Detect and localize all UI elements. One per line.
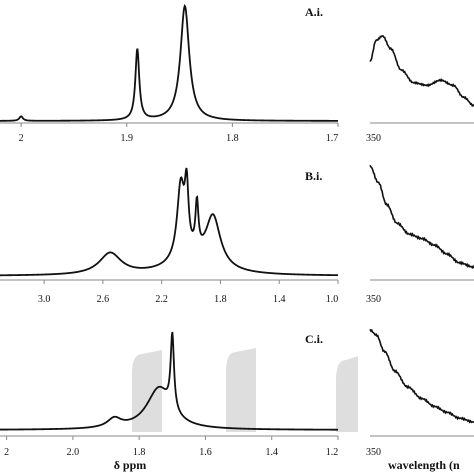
panel-a-uv: 350 <box>366 35 474 144</box>
uv-spectrum-line <box>369 164 474 270</box>
uv-x-start-label: 350 <box>366 133 381 144</box>
panel-c-uv: wavelength (n 350 <box>366 328 474 472</box>
uv-x-start-label: 350 <box>366 294 381 305</box>
panel-a-label: A.i. <box>305 5 323 19</box>
x-tick-label: 1.4 <box>265 447 278 458</box>
x-tick-label: 1.4 <box>273 294 286 305</box>
x-tick-label: 1.2 <box>326 447 339 458</box>
panel-b-label: B.i. <box>305 169 322 183</box>
x-tick-label: 1.0 <box>326 294 339 305</box>
spectrum-line <box>0 3 338 122</box>
x-tick-label: 3.0 <box>38 294 51 305</box>
x-tick-label: 2 <box>4 447 9 458</box>
wavelength-axis-title: wavelength (n <box>388 458 460 472</box>
x-tick-label: 1.6 <box>199 447 212 458</box>
uv-spectrum-line <box>369 328 474 424</box>
x-tick-label: 1.8 <box>214 294 227 305</box>
shaded-band-2 <box>226 348 256 432</box>
panel-c-nmr: C.i. δ ppm 2 2.0 1.8 1.6 1.4 1.2 <box>0 331 339 472</box>
x-tick-label: 1.8 <box>133 447 146 458</box>
panel-b-nmr: B.i. 3.0 2.6 2.2 1.8 1.4 1.0 <box>0 167 339 305</box>
ppm-axis-title: δ ppm <box>114 458 147 472</box>
x-tick-label: 2.6 <box>97 294 110 305</box>
x-tick-label: 2.0 <box>67 447 80 458</box>
x-tick-label: 1.9 <box>121 133 134 144</box>
x-tick-label: 2.2 <box>155 294 168 305</box>
panel-a-nmr: A.i. 2 1.9 1.8 1.7 <box>0 3 339 144</box>
panel-c-label: C.i. <box>305 332 323 346</box>
shaded-band-3 <box>336 356 358 432</box>
spectrum-line <box>0 167 338 277</box>
uv-x-start-label: 350 <box>366 447 381 458</box>
spectrum-line <box>0 331 338 431</box>
shaded-band-1 <box>132 350 162 432</box>
uv-spectrum-line <box>369 35 474 108</box>
panel-b-uv: 350 <box>366 164 474 305</box>
shaded-bands <box>132 348 358 432</box>
x-tick-label: 2 <box>19 133 24 144</box>
x-tick-label: 1.7 <box>326 133 339 144</box>
x-tick-label: 1.8 <box>226 133 239 144</box>
